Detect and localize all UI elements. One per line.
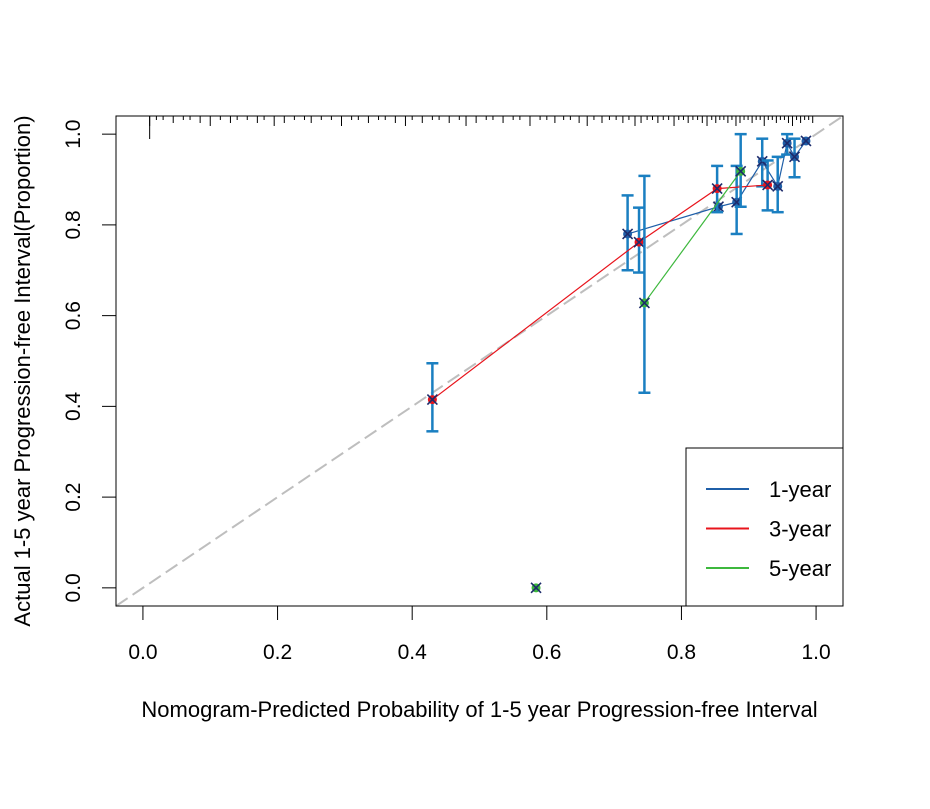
y-tick-label: 0.0 <box>62 573 85 602</box>
legend-label: 1-year <box>769 477 831 502</box>
series-3-year <box>426 159 774 433</box>
x-tick-label: 0.6 <box>532 641 561 664</box>
series-line <box>643 170 742 304</box>
point-cross <box>426 393 438 406</box>
point-cross <box>711 183 723 195</box>
y-tick-label: 0.8 <box>62 210 85 239</box>
point-cross <box>530 582 542 594</box>
point-cross <box>735 165 747 177</box>
series-5-year <box>530 132 747 594</box>
series-layer <box>426 132 812 594</box>
point-cross <box>638 297 650 309</box>
point-cross <box>622 228 634 240</box>
x-tick-label: 1.0 <box>801 641 830 664</box>
x-axis-title: Nomogram-Predicted Probability of 1-5 ye… <box>141 697 817 722</box>
y-tick-label: 0.2 <box>62 483 85 512</box>
legend-box <box>685 447 844 607</box>
legend: 1-year 3-year 5-year <box>685 447 844 607</box>
point-cross <box>772 180 784 192</box>
x-tick-label: 0.4 <box>398 641 428 664</box>
y-tick-label: 0.4 <box>62 391 85 421</box>
series-line <box>432 184 768 401</box>
y-axis: 0.0 0.2 0.4 0.6 0.8 1.0 <box>62 120 117 602</box>
point-cross <box>633 236 645 248</box>
x-tick-label: 0.0 <box>128 641 157 664</box>
x-tick-label: 0.8 <box>667 641 696 664</box>
point-cross <box>800 135 812 147</box>
rug-layer <box>149 116 814 139</box>
x-tick-label: 0.2 <box>263 641 292 664</box>
series-1-year <box>621 132 812 272</box>
y-tick-label: 0.6 <box>62 301 85 330</box>
legend-label: 3-year <box>769 517 831 542</box>
legend-label: 5-year <box>769 556 831 581</box>
y-axis-title: Actual 1-5 year Progression-free Interva… <box>10 115 35 626</box>
x-axis: 0.0 0.2 0.4 0.6 0.8 1.0 <box>128 605 831 664</box>
point-cross <box>712 201 725 213</box>
point-cross <box>788 151 801 163</box>
point-cross <box>762 179 774 191</box>
y-tick-label: 1.0 <box>62 120 85 149</box>
